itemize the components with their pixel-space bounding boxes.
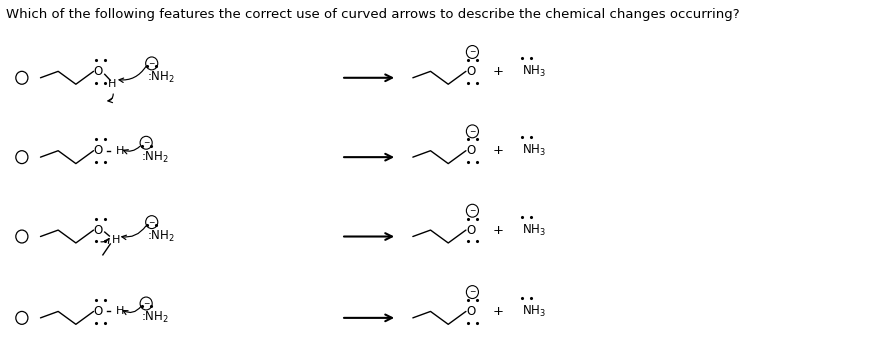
Text: H: H: [108, 79, 117, 89]
Text: :NH$_2$: :NH$_2$: [141, 310, 168, 325]
Text: O: O: [94, 144, 103, 157]
Text: −: −: [469, 206, 475, 215]
Text: −: −: [143, 138, 149, 147]
Text: :NH$_2$: :NH$_2$: [141, 150, 168, 165]
Text: O: O: [466, 305, 475, 318]
Text: H: H: [116, 146, 125, 156]
Text: NH$_3$: NH$_3$: [522, 304, 545, 319]
Text: +: +: [493, 224, 504, 237]
Text: +: +: [493, 305, 504, 318]
Text: Which of the following features the correct use of curved arrows to describe the: Which of the following features the corr…: [6, 8, 739, 21]
Text: −: −: [469, 288, 475, 297]
Text: H: H: [112, 235, 120, 245]
Text: O: O: [94, 65, 103, 78]
Text: −: −: [148, 59, 155, 68]
Text: :NH$_2$: :NH$_2$: [146, 229, 175, 244]
Text: NH$_3$: NH$_3$: [522, 143, 545, 158]
Text: NH$_3$: NH$_3$: [522, 222, 545, 238]
Text: O: O: [466, 224, 475, 237]
Text: O: O: [466, 65, 475, 78]
Text: NH$_3$: NH$_3$: [522, 64, 545, 79]
Text: O: O: [94, 305, 103, 318]
Text: O: O: [94, 224, 103, 237]
Text: −: −: [469, 48, 475, 56]
Text: H: H: [116, 307, 125, 316]
Text: :NH$_2$: :NH$_2$: [146, 70, 175, 85]
Text: −: −: [469, 127, 475, 136]
Text: O: O: [466, 144, 475, 157]
Text: +: +: [493, 144, 504, 157]
Text: −: −: [143, 299, 149, 308]
Text: −: −: [148, 218, 155, 227]
Text: +: +: [493, 65, 504, 78]
